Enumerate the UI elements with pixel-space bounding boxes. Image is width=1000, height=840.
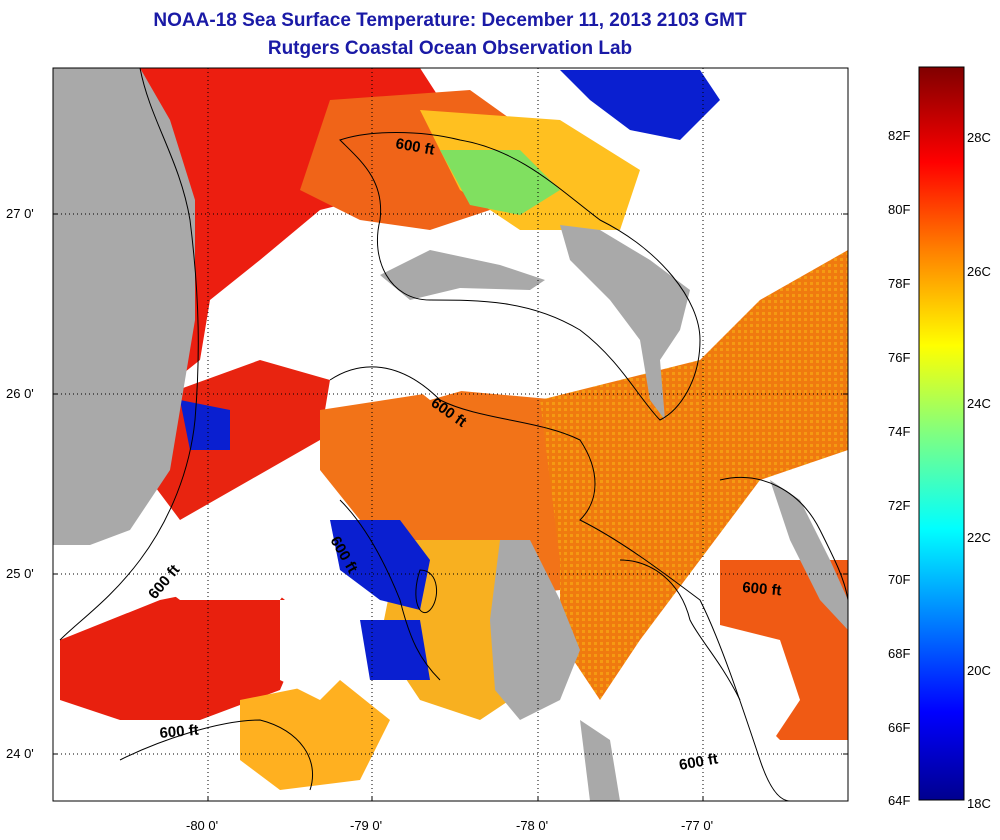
map-title: NOAA-18 Sea Surface Temperature: Decembe… bbox=[153, 10, 747, 31]
contour-tongue bbox=[339, 499, 441, 681]
cloud-patch-central bbox=[380, 280, 520, 400]
sst-blue-patch-south bbox=[360, 620, 430, 680]
sst-orange-region-east bbox=[540, 250, 848, 700]
contour-great-bahama-bank bbox=[329, 366, 791, 801]
map-frame bbox=[52, 67, 849, 802]
colorbar-c-label: 26C bbox=[967, 264, 991, 279]
colorbar-f-label: 64F bbox=[888, 793, 911, 808]
lat-tick-label: 26 0' bbox=[6, 386, 34, 401]
colorbar-f-label: 76F bbox=[888, 350, 911, 365]
colorbar-f-label: 74F bbox=[888, 424, 911, 439]
abaco-island bbox=[560, 225, 690, 420]
map-ticks bbox=[53, 213, 848, 801]
contour-little-bahama-bank bbox=[339, 132, 701, 421]
cloud-patch-south bbox=[280, 600, 360, 700]
colorbar-c-label: 24C bbox=[967, 396, 991, 411]
eleuthera-island bbox=[770, 480, 848, 630]
colorbar-f-label: 82F bbox=[888, 128, 911, 143]
lat-tick-label: 24 0' bbox=[6, 746, 34, 761]
sst-cool-region-north bbox=[440, 150, 560, 215]
cloud-patch-east bbox=[640, 220, 800, 300]
contour-andros bbox=[415, 569, 438, 613]
colorbar-c-label: 20C bbox=[967, 663, 991, 678]
colorbar-f-label: 66F bbox=[888, 720, 911, 735]
lon-tick-label: -80 0' bbox=[186, 818, 219, 833]
sst-red-region-southwest bbox=[60, 580, 310, 720]
lon-tick-label: -77 0' bbox=[681, 818, 714, 833]
colorbar-c-label: 28C bbox=[967, 130, 991, 145]
exuma-island bbox=[580, 720, 620, 801]
map-subtitle: Rutgers Coastal Ocean Observation Lab bbox=[267, 38, 633, 59]
florida-land bbox=[53, 68, 195, 545]
contour-label: 600 ft bbox=[742, 579, 783, 599]
lat-tick-label: 25 0' bbox=[6, 566, 34, 581]
cloud-patch-bottom bbox=[540, 720, 700, 801]
cloud-patch-southeast bbox=[700, 620, 800, 760]
colorbar-f-label: 72F bbox=[888, 498, 911, 513]
contour-label: 600 ft bbox=[159, 722, 200, 742]
colorbar-f-label: 80F bbox=[888, 202, 911, 217]
contour-eleuthera bbox=[719, 476, 848, 601]
colorbar-c-label: 22C bbox=[967, 530, 991, 545]
contour-east bbox=[619, 559, 741, 701]
cloud-patch-southwest bbox=[140, 520, 310, 600]
sst-orange-region-central bbox=[320, 390, 620, 600]
grand-bahama-island bbox=[380, 250, 545, 300]
sst-yellow-region-southwest bbox=[240, 680, 390, 790]
contour-label: 600 ft bbox=[394, 135, 436, 159]
contour-florida-shelf bbox=[59, 68, 199, 641]
contour-southwest bbox=[119, 719, 314, 791]
colorbar-c-label: 18C bbox=[967, 796, 991, 811]
colorbar bbox=[918, 66, 965, 801]
lon-tick-label: -78 0' bbox=[516, 818, 549, 833]
sst-blue-region-north bbox=[560, 70, 720, 140]
graticule bbox=[53, 68, 848, 801]
sst-red-region-west bbox=[150, 360, 330, 520]
lon-tick-label: -79 0' bbox=[350, 818, 383, 833]
colorbar-f-label: 68F bbox=[888, 646, 911, 661]
andros-island bbox=[490, 540, 580, 720]
lat-tick-label: 27 0' bbox=[6, 206, 34, 221]
colorbar-f-label: 78F bbox=[888, 276, 911, 291]
colorbar-f-label: 70F bbox=[888, 572, 911, 587]
isobath-contours bbox=[59, 68, 848, 801]
sst-blue-patch-central bbox=[330, 520, 430, 610]
contour-label: 600 ft bbox=[678, 750, 720, 774]
sst-map bbox=[53, 68, 848, 801]
